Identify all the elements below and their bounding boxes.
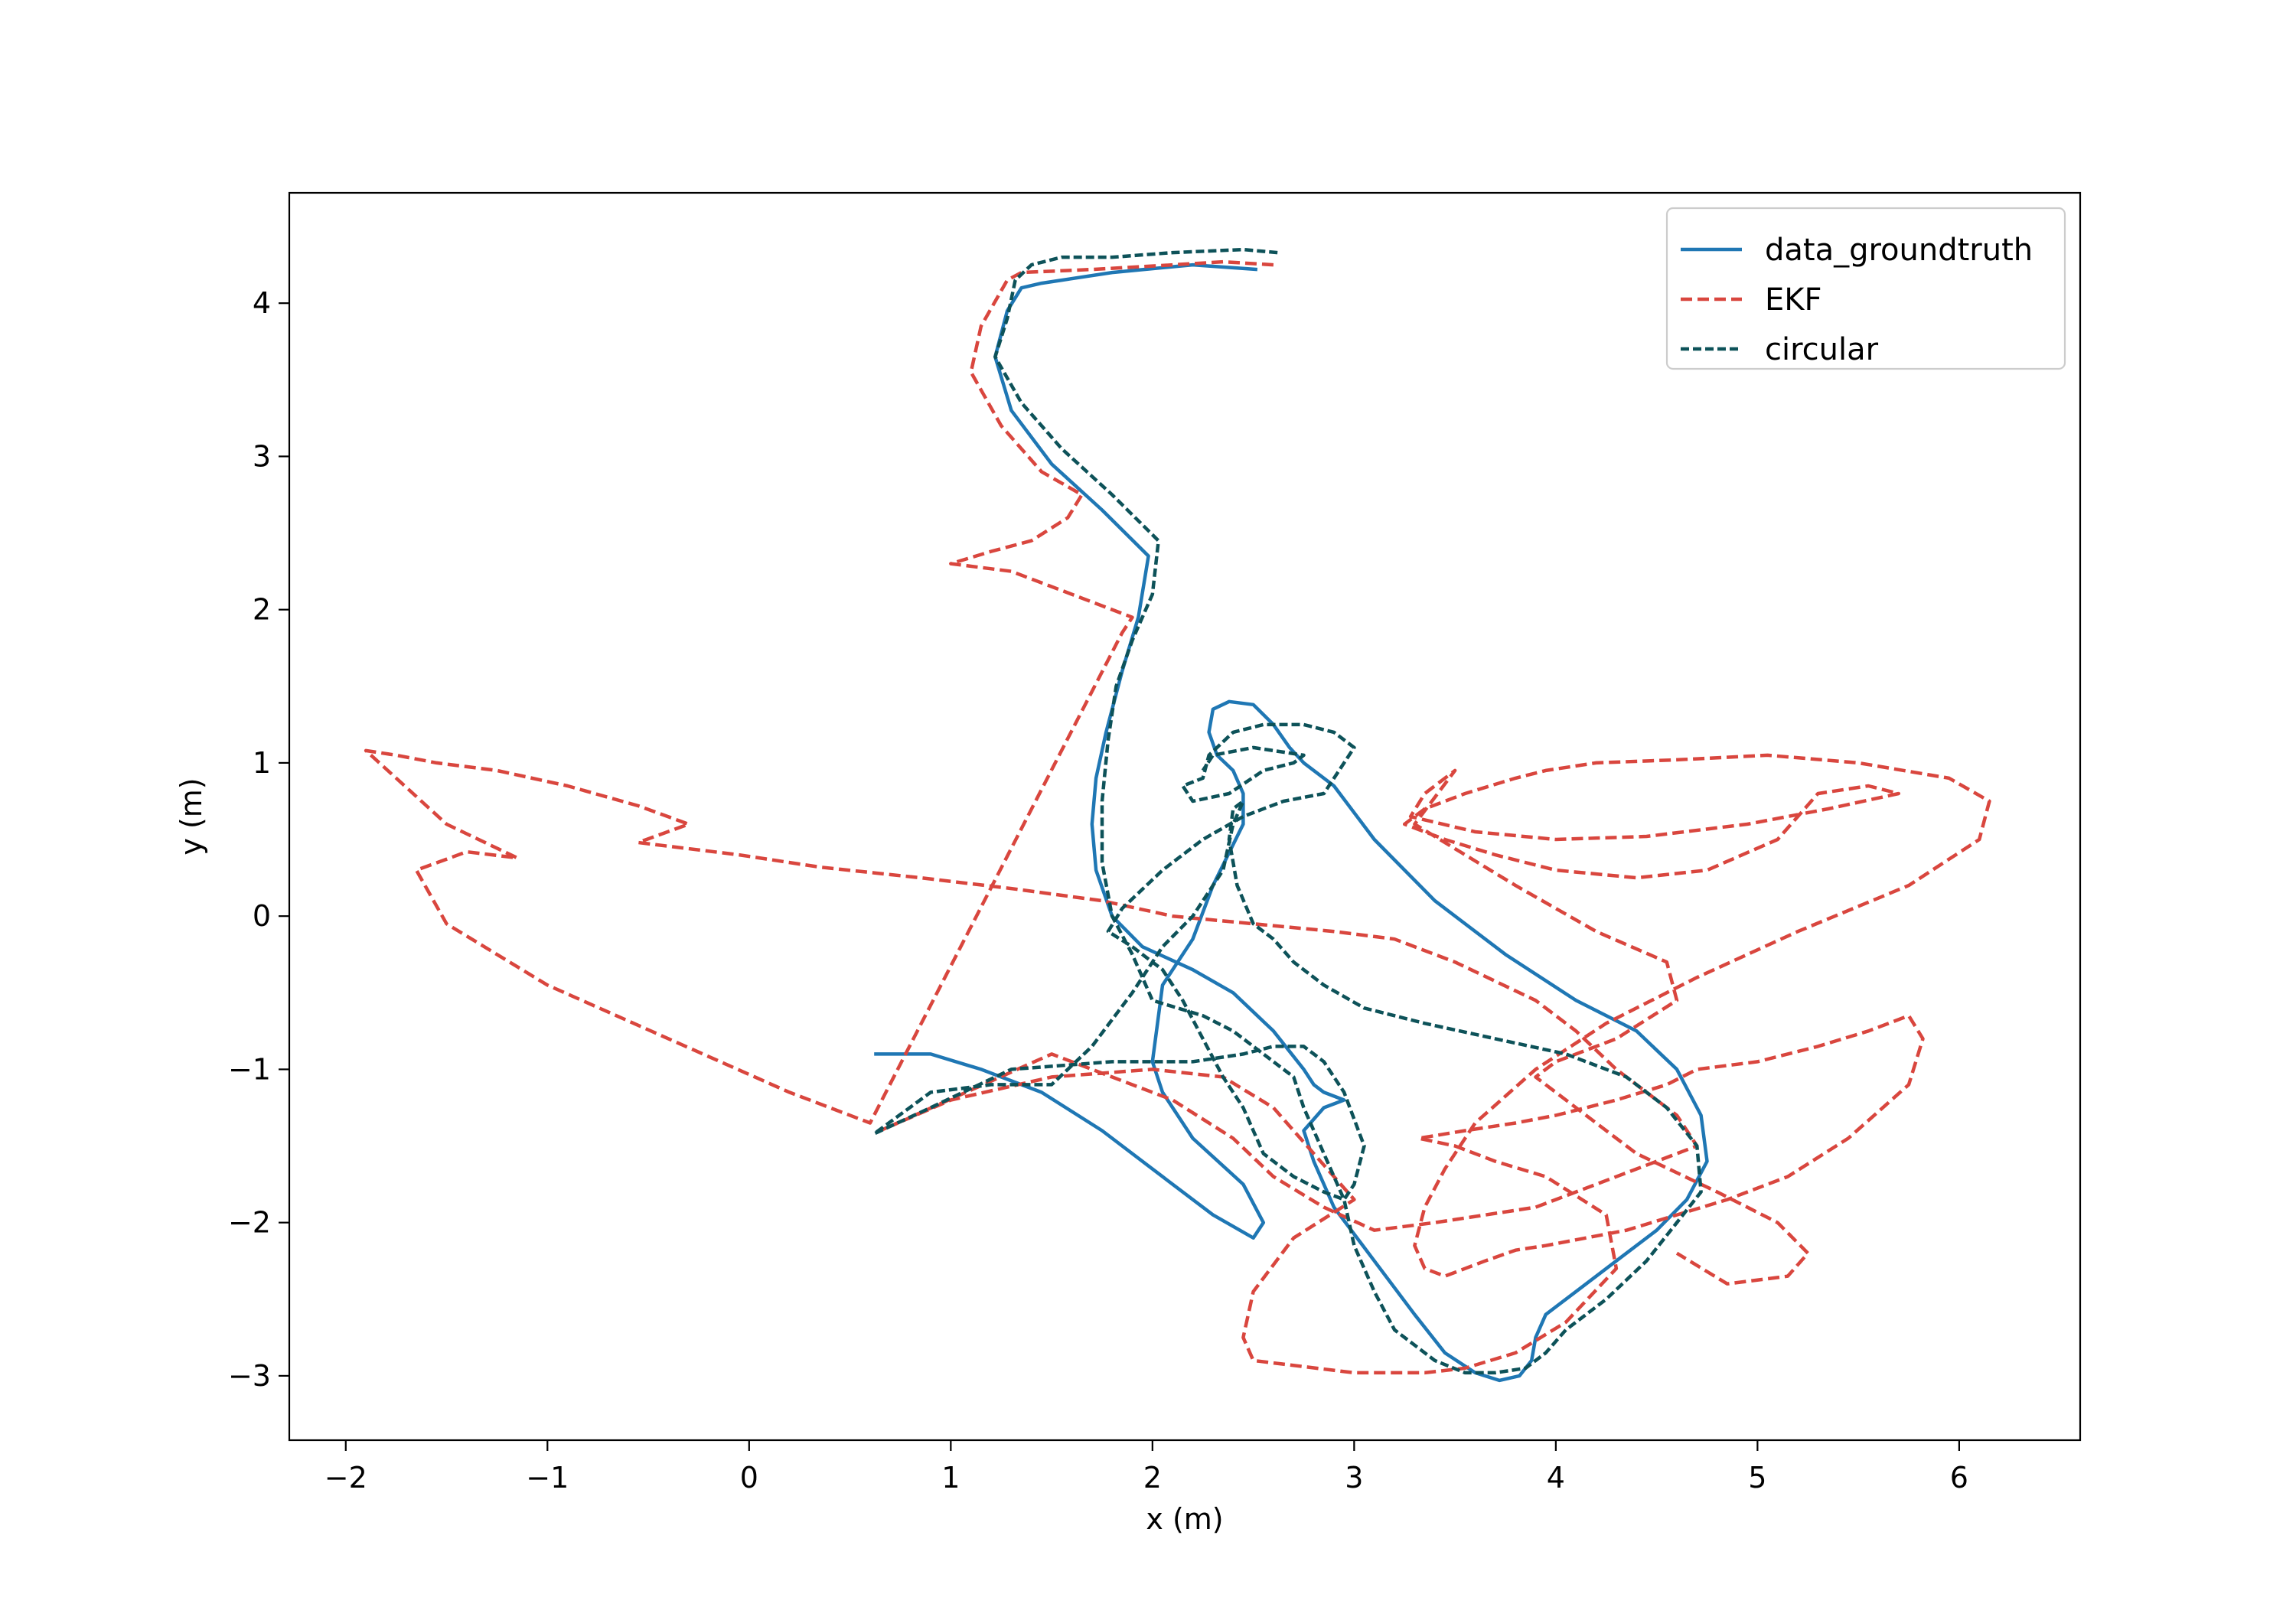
legend-box	[1665, 207, 2066, 370]
legend-label: data_groundtruth	[1765, 233, 2033, 268]
legend-label: circular	[1765, 332, 1879, 367]
legend: data_groundtruth EKF circular	[1665, 207, 2066, 370]
plot-frame	[288, 191, 2082, 1442]
x-tick-label: 6	[1950, 1461, 1968, 1495]
y-axis-ticks: −3 −2 −1 0 1 2 3 4	[228, 286, 289, 1393]
y-tick-label: 1	[253, 746, 271, 780]
series-line-ekf	[364, 259, 1991, 1375]
x-tick-label: −2	[325, 1461, 367, 1495]
y-tick-label: 4	[253, 286, 271, 320]
y-tick-label: 2	[253, 593, 271, 627]
x-tick-label: −1	[526, 1461, 569, 1495]
y-tick-label: −1	[228, 1052, 271, 1086]
x-tick-label: 1	[941, 1461, 960, 1495]
series-layer	[364, 247, 1991, 1383]
x-tick-label: 2	[1143, 1461, 1162, 1495]
x-axis-label: x (m)	[1146, 1502, 1223, 1536]
x-tick-label: 5	[1748, 1461, 1766, 1495]
x-axis-ticks: −2 −1 0 1 2 3 4 5 6	[325, 1440, 1968, 1495]
y-tick-label: −3	[228, 1359, 271, 1393]
y-tick-label: −2	[228, 1206, 271, 1240]
y-tick-label: 0	[253, 899, 271, 933]
x-tick-label: 3	[1345, 1461, 1363, 1495]
legend-label: EKF	[1765, 282, 1822, 318]
y-tick-label: 3	[253, 439, 271, 473]
y-axis-label: y (m)	[174, 777, 208, 855]
series-line-circular	[872, 247, 1703, 1375]
x-tick-label: 4	[1547, 1461, 1565, 1495]
x-tick-label: 0	[740, 1461, 758, 1495]
